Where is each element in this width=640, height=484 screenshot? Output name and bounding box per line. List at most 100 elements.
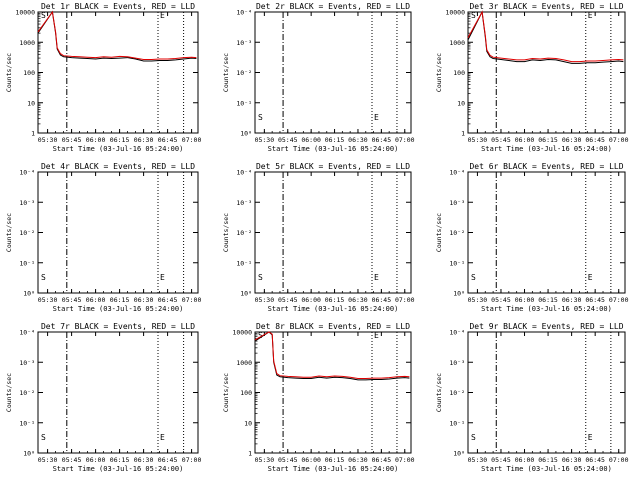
y-tick-label: 100 (453, 69, 465, 77)
x-tick-label: 06:00 (86, 456, 106, 464)
x-tick-label: 06:00 (86, 136, 106, 144)
y-tick-label: 1 (248, 450, 252, 458)
y-axis-label: Counts/sec (435, 213, 443, 252)
x-tick-label: 05:45 (491, 456, 511, 464)
y-tick-label: 100 (240, 389, 252, 397)
x-tick-label: 06:30 (562, 136, 582, 144)
y-tick-label: 10⁻⁴ (449, 169, 465, 177)
y-axis-label: Counts/sec (5, 373, 13, 412)
y-tick-label: 10⁻⁴ (449, 329, 465, 337)
x-tick-label: 06:15 (538, 456, 558, 464)
y-tick-label: 10⁻³ (19, 199, 35, 207)
y-tick-label: 10⁰ (240, 130, 252, 138)
x-tick-label: 06:45 (158, 136, 178, 144)
x-tick-label: 05:45 (62, 456, 82, 464)
y-tick-label: 10⁻³ (236, 199, 252, 207)
x-tick-label: 07:00 (395, 136, 415, 144)
x-tick-label: 05:30 (255, 136, 275, 144)
y-tick-label: 10⁻⁴ (19, 169, 35, 177)
x-tick-label: 06:15 (325, 296, 345, 304)
end-marker-label: E (160, 273, 165, 282)
y-tick-label: 1000 (449, 39, 465, 47)
y-tick-label: 10⁻² (449, 389, 465, 397)
x-tick-label: 05:30 (38, 456, 58, 464)
y-tick-label: 1000 (19, 39, 35, 47)
x-axis-label: Start Time (03-Jul-16 05:24:00) (53, 465, 184, 473)
y-tick-label: 10⁻¹ (236, 99, 252, 107)
events-series-line (467, 10, 624, 64)
y-tick-label: 10⁰ (23, 290, 35, 298)
x-tick-label: 05:30 (468, 136, 488, 144)
end-marker-label: E (374, 331, 379, 340)
y-tick-label: 10⁻¹ (236, 259, 252, 267)
end-marker-label: E (374, 113, 379, 122)
plot-title: Det 4r BLACK = Events, RED = LLD (41, 162, 195, 171)
x-tick-label: 06:15 (110, 136, 130, 144)
y-axis-label: Counts/sec (435, 53, 443, 92)
end-marker-label: E (588, 433, 593, 442)
start-marker-label: S (41, 433, 46, 442)
x-tick-label: 05:30 (468, 456, 488, 464)
x-tick-label: 06:45 (585, 456, 605, 464)
x-tick-label: 07:00 (609, 136, 629, 144)
y-tick-label: 10000 (445, 9, 465, 17)
y-tick-label: 10⁻¹ (19, 259, 35, 267)
y-axis-label: Counts/sec (435, 373, 443, 412)
x-tick-label: 06:15 (110, 296, 130, 304)
start-marker-label: S (41, 273, 46, 282)
plot-title: Det 8r BLACK = Events, RED = LLD (256, 322, 410, 331)
y-tick-label: 10⁰ (23, 450, 35, 458)
lld-series-line (254, 331, 410, 379)
plot-frame-det2 (254, 11, 412, 134)
start-marker-label: S (258, 273, 263, 282)
y-axis-label: Counts/sec (5, 53, 13, 92)
start-marker-label: S (471, 433, 476, 442)
x-tick-label: 06:00 (301, 296, 321, 304)
x-axis-label: Start Time (03-Jul-16 05:24:00) (481, 145, 612, 153)
y-tick-label: 10⁻³ (236, 39, 252, 47)
lld-series-line (37, 10, 197, 60)
x-tick-label: 05:30 (255, 296, 275, 304)
x-axis-label: Start Time (03-Jul-16 05:24:00) (481, 465, 612, 473)
x-tick-label: 06:45 (158, 456, 178, 464)
x-tick-label: 06:30 (134, 136, 154, 144)
x-tick-label: 06:30 (348, 136, 368, 144)
plot-title: Det 2r BLACK = Events, RED = LLD (256, 2, 410, 11)
x-tick-label: 06:30 (562, 456, 582, 464)
y-tick-label: 10⁻³ (449, 359, 465, 367)
y-axis-label: Counts/sec (222, 373, 230, 412)
start-marker-label: S (471, 11, 476, 20)
y-tick-label: 10⁻² (449, 229, 465, 237)
start-marker-label: S (41, 11, 46, 20)
x-tick-label: 06:45 (158, 296, 178, 304)
y-axis-label: Counts/sec (222, 213, 230, 252)
y-tick-label: 10⁰ (453, 450, 465, 458)
end-marker-label: E (160, 11, 165, 20)
x-axis-label: Start Time (03-Jul-16 05:24:00) (268, 305, 399, 313)
x-tick-label: 05:30 (38, 136, 58, 144)
end-marker-label: E (160, 433, 165, 442)
events-series-line (37, 10, 197, 62)
y-tick-label: 10⁰ (240, 290, 252, 298)
x-tick-label: 05:45 (62, 296, 82, 304)
x-tick-label: 05:30 (468, 296, 488, 304)
x-axis-label: Start Time (03-Jul-16 05:24:00) (268, 145, 399, 153)
x-tick-label: 06:15 (325, 456, 345, 464)
start-marker-label: S (471, 273, 476, 282)
x-tick-label: 06:00 (515, 296, 535, 304)
x-tick-label: 06:15 (538, 296, 558, 304)
plot-title: Det 9r BLACK = Events, RED = LLD (469, 322, 623, 331)
y-tick-label: 10⁻² (236, 69, 252, 77)
y-tick-label: 1 (31, 130, 35, 138)
plot-title: Det 3r BLACK = Events, RED = LLD (469, 2, 623, 11)
x-tick-label: 06:00 (515, 456, 535, 464)
end-marker-label: E (588, 273, 593, 282)
y-tick-label: 10000 (232, 329, 252, 337)
y-tick-label: 10⁻⁴ (236, 9, 252, 17)
y-tick-label: 10⁻² (19, 389, 35, 397)
plot-frame-det5 (254, 171, 412, 294)
plot-frame-det7 (37, 331, 199, 454)
x-tick-label: 06:00 (515, 136, 535, 144)
y-tick-label: 10 (27, 99, 35, 107)
x-axis-label: Start Time (03-Jul-16 05:24:00) (53, 145, 184, 153)
